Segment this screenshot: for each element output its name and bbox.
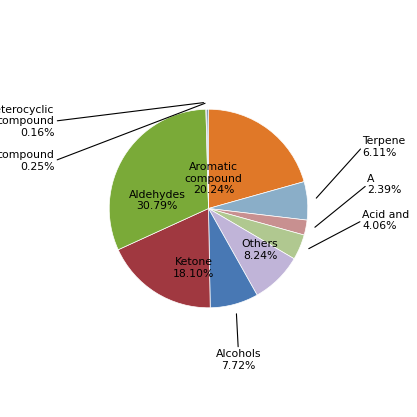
Text: Terpene
6.11%: Terpene 6.11% bbox=[362, 136, 406, 158]
Text: Others
8.24%: Others 8.24% bbox=[242, 239, 279, 261]
Text: A
2.39%: A 2.39% bbox=[367, 174, 402, 196]
Wedge shape bbox=[208, 182, 308, 220]
Text: Acid and
4.06%: Acid and 4.06% bbox=[362, 210, 409, 231]
Text: compound
0.25%: compound 0.25% bbox=[0, 150, 55, 172]
Text: Alcohols
7.72%: Alcohols 7.72% bbox=[216, 349, 261, 371]
Text: Ketone
18.10%: Ketone 18.10% bbox=[173, 257, 214, 279]
Wedge shape bbox=[118, 208, 210, 308]
Wedge shape bbox=[208, 208, 307, 235]
Wedge shape bbox=[208, 208, 257, 308]
Wedge shape bbox=[109, 109, 208, 250]
Text: Aromatic
compound
20.24%: Aromatic compound 20.24% bbox=[185, 162, 242, 195]
Wedge shape bbox=[208, 109, 304, 208]
Wedge shape bbox=[208, 208, 304, 259]
Wedge shape bbox=[206, 109, 208, 208]
Text: Aldehydes
30.79%: Aldehydes 30.79% bbox=[128, 190, 185, 211]
Text: Heterocyclic
compound
0.16%: Heterocyclic compound 0.16% bbox=[0, 105, 55, 138]
Wedge shape bbox=[208, 208, 294, 295]
Wedge shape bbox=[207, 109, 208, 208]
